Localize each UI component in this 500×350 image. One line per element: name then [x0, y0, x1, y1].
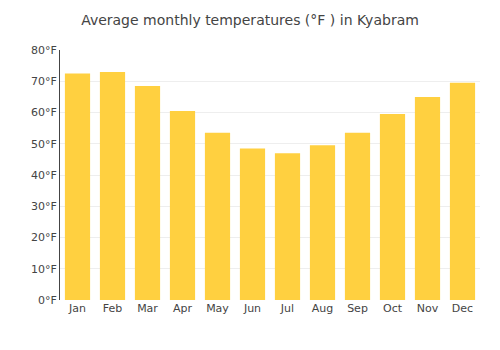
svg-text:0°F: 0°F	[38, 294, 57, 307]
svg-text:Sep: Sep	[347, 302, 368, 315]
svg-text:Oct: Oct	[383, 302, 403, 315]
svg-text:Dec: Dec	[452, 302, 473, 315]
svg-text:20°F: 20°F	[31, 231, 57, 244]
svg-text:70°F: 70°F	[31, 75, 57, 88]
svg-text:Nov: Nov	[417, 302, 439, 315]
svg-text:30°F: 30°F	[31, 200, 57, 213]
svg-text:Jan: Jan	[68, 302, 86, 315]
svg-text:60°F: 60°F	[31, 106, 57, 119]
svg-text:40°F: 40°F	[31, 169, 57, 182]
svg-text:Aug: Aug	[312, 302, 333, 315]
svg-text:Feb: Feb	[103, 302, 122, 315]
svg-text:80°F: 80°F	[31, 44, 57, 57]
svg-text:Mar: Mar	[137, 302, 158, 315]
svg-text:Jul: Jul	[280, 302, 294, 315]
svg-text:Apr: Apr	[173, 302, 193, 315]
svg-text:10°F: 10°F	[31, 263, 57, 276]
svg-text:Average monthly temperatures (: Average monthly temperatures (°F ) in Ky…	[81, 12, 419, 28]
svg-text:Jun: Jun	[243, 302, 261, 315]
svg-text:May: May	[206, 302, 229, 315]
svg-text:50°F: 50°F	[31, 138, 57, 151]
